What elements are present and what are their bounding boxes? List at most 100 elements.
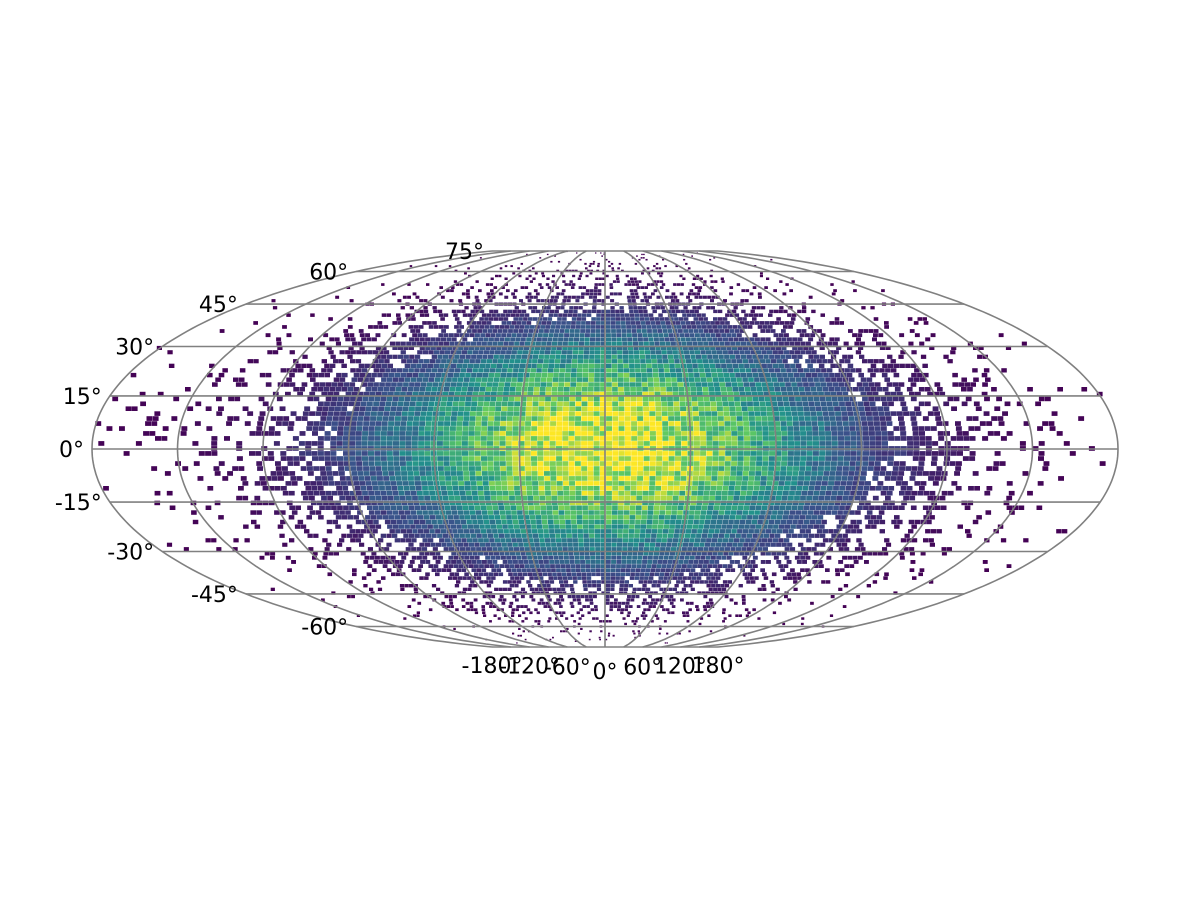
heatmap-cell	[666, 632, 669, 635]
heatmap-cell	[741, 401, 747, 407]
heatmap-cell	[651, 598, 655, 602]
heatmap-cell	[417, 396, 423, 402]
heatmap-cell	[154, 411, 161, 416]
heatmap-cell	[437, 421, 444, 426]
heatmap-cell	[767, 416, 774, 421]
heatmap-cell	[591, 580, 597, 584]
heatmap-cell	[550, 406, 557, 411]
heatmap-cell	[380, 533, 386, 538]
heatmap-cell	[270, 551, 276, 556]
heatmap-cell	[821, 580, 826, 584]
heatmap-cell	[698, 481, 705, 486]
heatmap-cell	[653, 510, 660, 515]
heatmap-cell	[705, 555, 711, 560]
heatmap-cell	[374, 431, 381, 436]
heatmap-cell	[647, 555, 653, 560]
heatmap-cell	[525, 524, 531, 529]
heatmap-cell	[559, 372, 565, 378]
heatmap-cell	[408, 368, 414, 373]
heatmap-cell	[843, 584, 849, 588]
heatmap-cell	[698, 572, 704, 577]
heatmap-cell	[724, 466, 731, 471]
heatmap-cell	[605, 620, 609, 623]
heatmap-cell	[501, 368, 507, 373]
heatmap-cell	[992, 466, 999, 471]
heatmap-cell	[651, 584, 656, 588]
heatmap-cell	[593, 456, 600, 461]
heatmap-cell	[638, 580, 643, 584]
heatmap-cell	[350, 421, 357, 426]
heatmap-cell	[558, 576, 563, 580]
heatmap-cell	[599, 426, 606, 431]
heatmap-cell	[481, 608, 486, 612]
heatmap-cell	[387, 524, 393, 529]
heatmap-cell	[909, 547, 915, 552]
heatmap-cell	[373, 368, 380, 373]
heatmap-cell	[413, 471, 420, 476]
heatmap-cell	[215, 377, 221, 382]
heatmap-cell	[855, 466, 862, 471]
heatmap-cell	[543, 555, 548, 560]
heatmap-cell	[641, 510, 648, 515]
heatmap-cell	[838, 436, 844, 441]
heatmap-cell	[623, 368, 629, 373]
heatmap-cell	[737, 564, 743, 568]
heatmap-cell	[444, 595, 449, 599]
heatmap-cell	[443, 431, 450, 436]
heatmap-cell	[803, 406, 810, 411]
heatmap-cell	[932, 451, 938, 456]
heatmap-cell	[619, 584, 624, 588]
heatmap-cell	[633, 632, 636, 635]
heatmap-cell	[389, 411, 396, 416]
heatmap-cell	[415, 481, 421, 486]
heatmap-cell	[394, 538, 400, 543]
heatmap-cell	[919, 431, 925, 436]
heatmap-cell	[599, 476, 606, 481]
heatmap-cell	[465, 396, 472, 402]
heatmap-cell	[593, 401, 600, 407]
heatmap-cell	[386, 436, 393, 441]
heatmap-cell	[385, 486, 392, 491]
heatmap-cell	[484, 490, 490, 496]
heatmap-cell	[662, 436, 669, 441]
heatmap-cell	[725, 568, 731, 572]
heatmap-cell	[745, 538, 751, 543]
heatmap-cell	[768, 456, 775, 461]
heatmap-cell	[703, 490, 710, 496]
heatmap-cell	[287, 568, 292, 572]
heatmap-cell	[393, 441, 399, 446]
heatmap-cell	[853, 476, 860, 481]
heatmap-cell	[781, 431, 788, 436]
heatmap-cell	[339, 377, 346, 382]
heatmap-cell	[606, 391, 612, 397]
heatmap-cell	[497, 500, 504, 506]
heatmap-cell	[811, 416, 817, 421]
heatmap-cell	[811, 471, 818, 476]
heatmap-cell	[682, 576, 687, 580]
heatmap-cell	[773, 416, 780, 421]
heatmap-cell	[501, 406, 508, 411]
heatmap-cell	[500, 538, 506, 543]
heatmap-cell	[495, 481, 502, 486]
heatmap-cell	[491, 387, 498, 392]
heatmap-cell	[581, 576, 587, 580]
heatmap-cell	[393, 461, 400, 466]
heatmap-cell	[595, 560, 601, 564]
heatmap-cell	[400, 587, 405, 591]
heatmap-cell	[393, 451, 400, 456]
heatmap-cell	[638, 547, 644, 552]
heatmap-cell	[846, 406, 853, 411]
heatmap-cell	[613, 605, 618, 608]
heatmap-cell	[236, 441, 243, 446]
heatmap-cell	[378, 481, 384, 486]
heatmap-cell	[547, 620, 551, 623]
heatmap-cell	[527, 572, 533, 577]
heatmap-cell	[318, 515, 324, 520]
heatmap-cell	[422, 555, 428, 560]
heatmap-cell	[692, 524, 698, 529]
heatmap-cell	[306, 461, 313, 466]
heatmap-cell	[843, 396, 850, 402]
heatmap-cell	[600, 500, 606, 506]
heatmap-cell	[463, 542, 469, 547]
heatmap-cell	[618, 476, 625, 481]
